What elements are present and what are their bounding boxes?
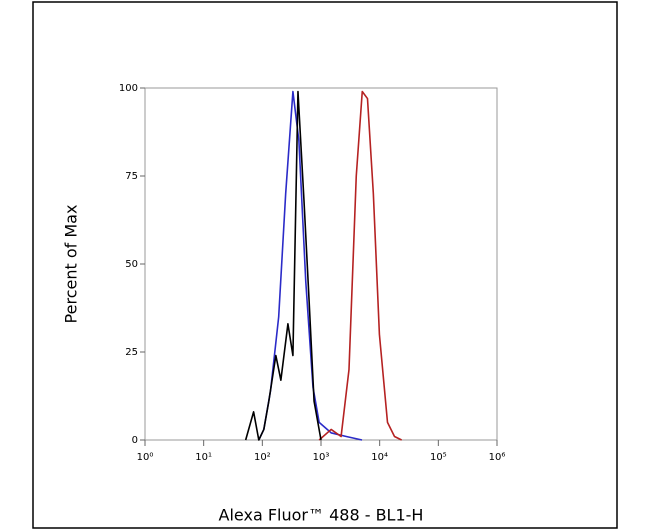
outer-frame — [32, 1, 618, 529]
x-tick-label: 10¹ — [195, 452, 212, 463]
x-tick-label: 10⁵ — [430, 452, 447, 463]
x-tick-label: 10⁰ — [137, 452, 154, 463]
y-tick-label: 25 — [125, 347, 138, 358]
y-tick-label: 75 — [125, 171, 138, 182]
x-tick-label: 10⁴ — [371, 452, 388, 463]
y-axis-label: Percent of Max — [62, 205, 81, 324]
x-tick-label: 10⁶ — [489, 452, 506, 463]
x-axis-label: Alexa Fluor™ 488 - BL1-H — [219, 506, 424, 525]
x-tick-label: 10² — [254, 452, 271, 463]
y-tick-label: 0 — [132, 435, 138, 446]
y-tick-label: 50 — [125, 259, 138, 270]
plot-frame — [144, 87, 498, 441]
series-line — [318, 90, 403, 441]
y-tick-label: 100 — [119, 83, 138, 94]
x-tick-label: 10³ — [313, 452, 330, 463]
series-line — [244, 90, 322, 441]
